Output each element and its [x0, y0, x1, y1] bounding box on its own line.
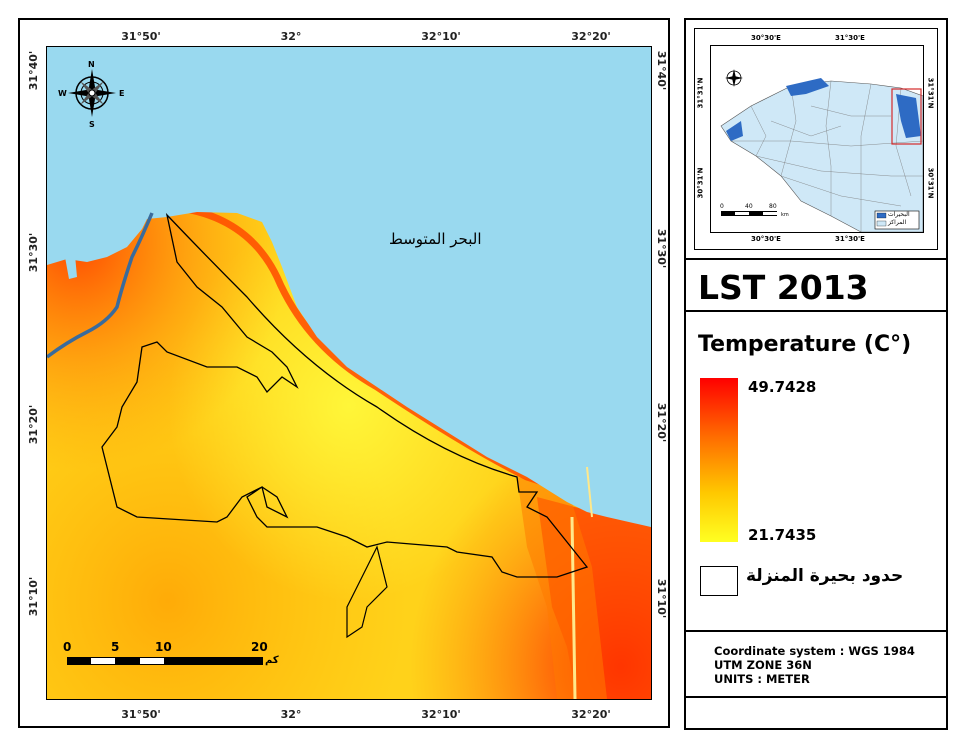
- tick-bottom-3: 32°10': [421, 708, 461, 721]
- boundary-legend-label: حدود بحيرة المنزلة: [746, 566, 904, 586]
- legend-section: Temperature (C°) 49.7428 21.7435 حدود بح…: [686, 312, 946, 632]
- tick-right-4: 31°10': [655, 578, 669, 619]
- scale-unit: كم: [265, 655, 279, 666]
- coordinate-info-section: Coordinate system : WGS 1984 UTM ZONE 36…: [686, 632, 946, 698]
- inset-tick-left-1: 31°31'N: [696, 77, 705, 109]
- tick-right-1: 31°40': [655, 50, 669, 91]
- inset-map[interactable]: 0 40 80 km البحيرات المراكز: [710, 45, 924, 233]
- coordinate-system: Coordinate system : WGS 1984: [714, 644, 915, 658]
- tick-top-4: 32°20': [571, 30, 611, 43]
- scale-label-10: 10: [155, 640, 172, 654]
- tick-top-3: 32°10': [421, 30, 461, 43]
- lake-boundary: [101, 212, 589, 578]
- inset-tick-top-2: 31°30'E: [835, 34, 865, 42]
- tick-right-3: 31°20': [655, 402, 669, 443]
- south-label: S: [89, 120, 95, 129]
- inset-section: 0 40 80 km البحيرات المراكز 30°30'E 31°3…: [686, 20, 946, 260]
- nile-branch: [47, 212, 154, 359]
- scale-label-20: 20: [251, 640, 268, 654]
- scale-bar: [67, 657, 263, 665]
- side-panel: 0 40 80 km البحيرات المراكز 30°30'E 31°3…: [684, 18, 948, 730]
- inset-tick-right-2: 30°31'N: [926, 167, 935, 199]
- tick-bottom-4: 32°20': [571, 708, 611, 721]
- inset-map-frame: 0 40 80 km البحيرات المراكز 30°30'E 31°3…: [694, 28, 938, 250]
- inset-lake-west: [726, 121, 743, 141]
- tick-left-2: 31°30': [27, 232, 41, 273]
- title-section: LST 2013: [686, 260, 946, 312]
- inset-legend-lakes: البحيرات: [888, 211, 910, 218]
- units: UNITS : METER: [714, 672, 810, 686]
- tick-left-3: 31°20': [27, 404, 41, 445]
- tick-top-2: 32°: [280, 30, 302, 43]
- inset-lake-east: [896, 94, 921, 138]
- legend-min-value: 21.7435: [748, 526, 817, 544]
- north-arrow: [68, 69, 116, 117]
- inset-legend-centers: المراكز: [888, 219, 907, 226]
- inset-lake-north: [786, 78, 829, 96]
- tick-left-1: 31°40': [27, 50, 41, 91]
- boundary-swatch: [700, 566, 738, 596]
- scale-label-0: 0: [63, 640, 72, 654]
- inset-scale-80: 80: [769, 203, 777, 210]
- sea-label: البحر المتوسط: [389, 230, 482, 248]
- tick-bottom-1: 31°50': [121, 708, 161, 721]
- sea-polygon: [47, 47, 651, 527]
- west-label: W: [58, 89, 67, 98]
- inset-scale-unit: km: [781, 212, 789, 218]
- east-label: E: [119, 89, 125, 98]
- legend-title: Temperature (C°): [698, 332, 912, 357]
- inset-tick-bottom-1: 30°30'E: [751, 235, 781, 243]
- tick-right-2: 31°30': [655, 228, 669, 269]
- tick-left-4: 31°10': [27, 576, 41, 617]
- tick-top-1: 31°50': [121, 30, 161, 43]
- inset-tick-right-1: 31°31'N: [926, 77, 935, 109]
- inset-scale-0: 0: [720, 203, 724, 210]
- inset-tick-left-2: 30°31'N: [696, 167, 705, 199]
- map-title: LST 2013: [698, 268, 869, 307]
- north-label: N: [88, 60, 95, 69]
- inset-focus-box: [891, 88, 922, 145]
- inset-tick-bottom-2: 31°30'E: [835, 235, 865, 243]
- tick-bottom-2: 32°: [280, 708, 302, 721]
- inset-tick-top-1: 30°30'E: [751, 34, 781, 42]
- legend-max-value: 49.7428: [748, 378, 817, 396]
- scale-label-5: 5: [111, 640, 120, 654]
- utm-zone: UTM ZONE 36N: [714, 658, 812, 672]
- inset-scale-40: 40: [745, 203, 753, 210]
- lst-raster-map[interactable]: البحر المتوسط N S W E 0 5 10 20 كم: [46, 46, 652, 700]
- temperature-color-ramp: [700, 378, 738, 542]
